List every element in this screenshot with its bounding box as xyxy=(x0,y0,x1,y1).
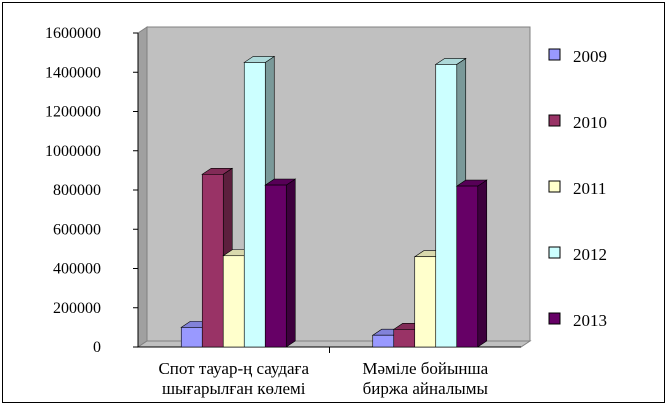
category-label: шығарылған көлемі xyxy=(162,379,306,398)
y-tick-label: 1600000 xyxy=(45,25,101,42)
y-tick-label: 1400000 xyxy=(45,64,101,81)
legend-label: 2011 xyxy=(573,179,606,198)
category-label: Спот тауар-ң саудаға xyxy=(158,359,309,378)
category-label: биржа айналымы xyxy=(363,379,489,398)
legend-swatch xyxy=(548,114,561,127)
bar-2012 xyxy=(243,62,266,348)
bar-side-2013 xyxy=(285,178,296,348)
legend-swatch xyxy=(548,312,561,325)
bar-2011 xyxy=(222,255,245,348)
legend-swatch xyxy=(548,246,561,259)
y-tick-label: 200000 xyxy=(53,300,101,317)
y-tick-label: 0 xyxy=(93,339,101,356)
side-wall xyxy=(137,26,148,348)
legend-swatch xyxy=(548,180,561,193)
legend-label: 2009 xyxy=(573,47,607,66)
y-tick-label: 600000 xyxy=(53,221,101,238)
bar-2013 xyxy=(264,184,287,348)
bar-2013 xyxy=(456,185,479,348)
legend-label: 2013 xyxy=(573,311,607,330)
legend-label: 2012 xyxy=(573,245,607,264)
bar-side-2013 xyxy=(477,179,488,348)
bar-2010 xyxy=(393,329,416,348)
y-tick-label: 1200000 xyxy=(45,104,101,121)
bar-2012 xyxy=(435,64,458,348)
y-tick-label: 400000 xyxy=(53,261,101,278)
bar-2009 xyxy=(180,327,203,348)
bar-2010 xyxy=(201,174,224,348)
y-tick-label: 1000000 xyxy=(45,143,101,160)
legend-label: 2010 xyxy=(573,113,607,132)
category-label: Мәміле бойынша xyxy=(362,359,488,378)
y-tick-label: 800000 xyxy=(53,182,101,199)
bar-2011 xyxy=(414,256,437,348)
legend-swatch xyxy=(548,48,561,61)
bar-2009 xyxy=(372,334,395,348)
